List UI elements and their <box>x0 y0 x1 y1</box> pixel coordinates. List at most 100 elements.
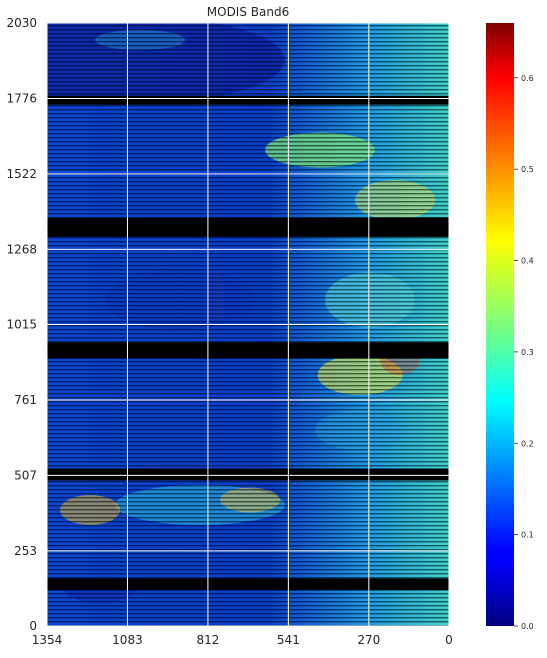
scanline-stripe <box>47 237 449 239</box>
scanline-stripe <box>47 385 449 387</box>
scanline-stripe <box>47 489 449 491</box>
scanline-stripe <box>47 361 449 363</box>
scanline-stripe <box>47 449 449 451</box>
scanline-stripe <box>47 121 449 123</box>
scanline-stripe <box>47 429 449 431</box>
scanline-stripe <box>47 573 449 575</box>
y-tick-label: 761 <box>14 393 37 407</box>
scanline-stripe <box>47 269 449 271</box>
scanline-stripe <box>47 485 449 487</box>
scanline-stripe <box>47 325 449 327</box>
scanline-stripe <box>47 89 449 91</box>
y-tick-label: 253 <box>14 544 37 558</box>
scanline-stripe <box>47 277 449 279</box>
scanline-stripe <box>47 161 449 163</box>
scanline-stripe <box>47 169 449 171</box>
scanline-stripe <box>47 273 449 275</box>
scanline-stripe <box>47 497 449 499</box>
x-tick-label: 541 <box>277 633 300 647</box>
y-tick-label: 1522 <box>6 167 37 181</box>
colorbar-tick-label: 0.2 <box>521 439 534 448</box>
scanline-stripe <box>47 501 449 503</box>
scanline-stripe <box>47 465 449 467</box>
scanline-stripe <box>47 257 449 259</box>
scanline-stripe <box>47 177 449 179</box>
scanline-stripe <box>47 593 449 595</box>
scanline-stripe <box>47 85 449 87</box>
scanline-stripe <box>47 433 449 435</box>
scanline-stripe <box>47 293 449 295</box>
no-data-band <box>47 95 449 105</box>
y-tick-label: 2030 <box>6 16 37 30</box>
scanline-stripe <box>47 181 449 183</box>
scanline-stripe <box>47 105 449 107</box>
scanline-stripe <box>47 417 449 419</box>
scanline-stripe <box>47 389 449 391</box>
scanline-stripe <box>47 189 449 191</box>
scanline-stripe <box>47 341 449 343</box>
scanline-stripe <box>47 145 449 147</box>
y-tick-label: 0 <box>29 619 37 633</box>
scanline-stripe <box>47 461 449 463</box>
scanline-stripe <box>47 605 449 607</box>
scanline-stripe <box>47 37 449 39</box>
scanline-stripe <box>47 493 449 495</box>
scanline-stripe <box>47 369 449 371</box>
x-tick-label: 812 <box>196 633 219 647</box>
scanline-stripe <box>47 149 449 151</box>
scanline-stripe <box>47 441 449 443</box>
y-tick-label: 1776 <box>6 91 37 105</box>
scanline-stripe <box>47 537 449 539</box>
scanline-stripe <box>47 165 449 167</box>
scanline-stripe <box>47 413 449 415</box>
scanline-stripe <box>47 197 449 199</box>
scanline-stripe <box>47 305 449 307</box>
scanline-stripe <box>47 57 449 59</box>
scanline-stripe <box>47 61 449 63</box>
scanline-stripe <box>47 529 449 531</box>
scanline-stripe <box>47 365 449 367</box>
colorbar-tick-label: 0.0 <box>521 622 534 631</box>
colorbar-tick-label: 0.4 <box>521 257 534 266</box>
scanline-stripe <box>47 285 449 287</box>
scanline-stripe <box>47 245 449 247</box>
scanline-stripe <box>47 125 449 127</box>
y-axis-ticks: 2030 1776 1522 1268 1015 761 507 253 0 <box>6 16 37 633</box>
scanline-stripe <box>47 141 449 143</box>
scanline-stripe <box>47 73 449 75</box>
scanline-stripe <box>47 193 449 195</box>
scanline-stripe <box>47 117 449 119</box>
scanline-stripe <box>47 421 449 423</box>
heatmap-patch <box>220 487 280 513</box>
no-data-band <box>47 342 449 359</box>
scanline-stripe <box>47 553 449 555</box>
scanline-stripe <box>47 289 449 291</box>
scanline-stripe <box>47 301 449 303</box>
scanline-stripe <box>47 93 449 95</box>
scanline-stripe <box>47 545 449 547</box>
scanline-stripe <box>47 29 449 31</box>
scanline-stripe <box>47 577 449 579</box>
heatmap-patch <box>47 23 285 105</box>
scanline-stripe <box>47 509 449 511</box>
scanline-stripe <box>47 445 449 447</box>
scanline-stripe <box>47 409 449 411</box>
scanline-stripe <box>47 81 449 83</box>
scanline-stripe <box>47 525 449 527</box>
x-tick-label: 0 <box>445 633 453 647</box>
scanline-stripe <box>47 109 449 111</box>
colorbar-tick-label: 0.1 <box>521 531 534 540</box>
scanline-stripe <box>47 457 449 459</box>
scanline-stripe <box>47 561 449 563</box>
x-tick-label: 1354 <box>32 633 63 647</box>
scanline-stripe <box>47 321 449 323</box>
grid-lines <box>47 23 449 626</box>
scanline-stripe <box>47 213 449 215</box>
scanline-stripe <box>47 261 449 263</box>
scanline-stripe <box>47 453 449 455</box>
scanline-stripe <box>47 129 449 131</box>
scanline-stripe <box>47 621 449 623</box>
scanline-stripe <box>47 569 449 571</box>
scanline-stripe <box>47 77 449 79</box>
